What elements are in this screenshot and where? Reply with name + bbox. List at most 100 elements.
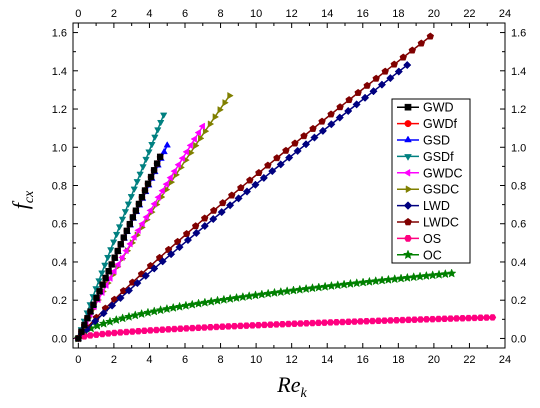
data-point-oc [136, 308, 147, 319]
data-point-oc [320, 281, 330, 291]
series-gwd [75, 153, 164, 342]
data-point-os [470, 314, 479, 322]
x-tick-label-bottom: 4 [146, 354, 152, 366]
data-point-gwdc [190, 135, 197, 143]
data-point-gsdf [157, 119, 165, 127]
data-point-gwd [75, 335, 82, 342]
data-point-oc [440, 268, 451, 279]
data-point-gwdc [134, 226, 141, 235]
data-point-os [350, 318, 359, 325]
data-point-os [326, 319, 335, 326]
data-point-gwd [144, 180, 152, 187]
data-point-gwd [78, 328, 85, 335]
data-point-lwdc [399, 53, 407, 61]
data-point-oc [345, 278, 356, 288]
y-axis-title-main: f [8, 200, 33, 209]
data-point-os [164, 326, 173, 333]
data-point-gsdf [112, 231, 121, 239]
y-tick-label-right: 0.8 [511, 181, 526, 193]
data-point-gwdc [150, 200, 157, 208]
data-point-gsdf [95, 278, 103, 285]
data-point-gsdf [154, 127, 162, 134]
data-point-gsdf [107, 247, 115, 254]
data-point-lwd [158, 257, 167, 266]
data-point-lwd [335, 113, 344, 122]
data-point-gsdf [139, 164, 147, 171]
x-tick-label-top: 2 [111, 8, 117, 20]
data-point-gwd [132, 207, 140, 214]
data-point-lwdc [417, 39, 425, 47]
legend-box [391, 98, 471, 264]
data-point-os [230, 322, 239, 330]
x-tick-label-bottom: 6 [182, 354, 188, 366]
data-point-lwdc [201, 214, 209, 222]
data-point-gwd [93, 294, 100, 302]
data-point-gwd [114, 247, 121, 255]
data-point-gwdc [174, 161, 181, 169]
data-point-lwdc [191, 222, 200, 230]
x-tick-label-bottom: 18 [392, 354, 404, 366]
data-point-oc [402, 272, 413, 282]
legend-marker-lwdc [404, 217, 412, 226]
data-point-oc [358, 277, 368, 287]
data-point-lwdc [381, 67, 389, 75]
data-point-oc [396, 273, 406, 283]
data-point-gwd [81, 321, 88, 329]
data-point-gwd [108, 261, 115, 268]
data-point-lwd [183, 235, 193, 245]
legend-label-gsdc: GSDC [423, 183, 459, 197]
data-point-os [374, 317, 383, 325]
series-lwdc [74, 32, 435, 342]
data-point-oc [187, 299, 198, 309]
data-point-oc [124, 311, 134, 321]
data-point-lwdc [318, 117, 326, 125]
data-point-oc [370, 276, 381, 286]
data-point-os [146, 327, 155, 334]
data-point-lwdc [282, 146, 290, 154]
data-point-gwdc [130, 233, 137, 241]
data-point-oc [282, 286, 292, 296]
data-point-oc [288, 285, 299, 295]
data-point-os [410, 316, 419, 323]
data-point-lwdc [426, 32, 435, 40]
data-point-os [386, 317, 395, 324]
data-point-os [458, 315, 467, 322]
data-point-oc [415, 271, 425, 281]
data-point-gwd [90, 301, 97, 308]
data-point-os [314, 319, 323, 327]
data-point-lwd [344, 106, 353, 116]
x-axis-title-sub: k [300, 386, 307, 401]
series-os [74, 314, 497, 342]
data-point-gsdf [104, 254, 112, 262]
data-point-os [272, 321, 281, 328]
data-point-os [446, 315, 455, 322]
legend-marker-gsdf [404, 154, 412, 161]
data-point-lwd [276, 160, 285, 169]
x-tick-label-top: 8 [217, 8, 223, 20]
legend: GWD GWDf GSD GSDf GWDC GSDC LWD LWDC OS OC [391, 98, 471, 264]
x-tick-label-bottom: 10 [250, 354, 262, 366]
data-point-lwd [318, 126, 327, 135]
data-point-oc [219, 294, 229, 304]
data-point-gwdc [194, 128, 201, 137]
data-point-os [482, 314, 491, 321]
data-point-lwd [99, 309, 108, 318]
data-point-gsdf [151, 134, 159, 142]
data-point-lwdc [255, 168, 263, 176]
data-point-gsdc [207, 120, 215, 128]
data-point-os [182, 325, 191, 332]
legend-label-oc: OC [423, 248, 442, 262]
data-point-lwdc [246, 176, 254, 184]
data-point-gsd [160, 147, 168, 155]
x-tick-label-bottom: 22 [463, 354, 475, 366]
data-point-gsdf [159, 112, 168, 119]
data-point-gwd [96, 288, 103, 295]
y-tick-label-left: 0.6 [52, 219, 67, 231]
data-point-gwdc [142, 213, 149, 221]
data-point-oc [326, 280, 337, 291]
data-point-gwd [105, 268, 112, 275]
y-tick-label-right: 0.6 [511, 219, 526, 231]
data-point-oc [155, 305, 166, 315]
data-point-os [452, 315, 461, 322]
data-point-gwdc [138, 220, 145, 228]
